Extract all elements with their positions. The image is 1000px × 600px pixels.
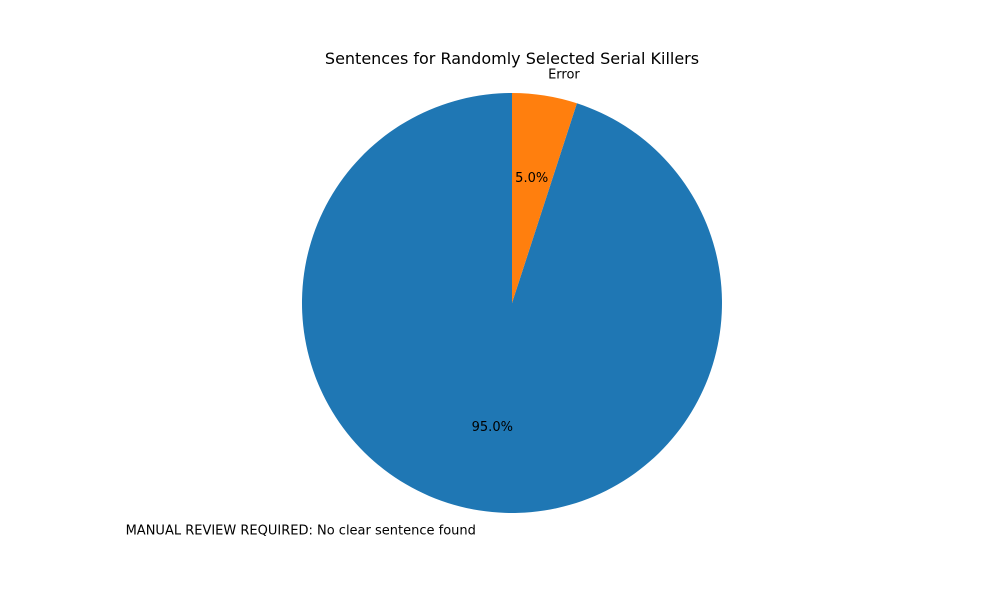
chart-title: Sentences for Randomly Selected Serial K… (325, 49, 699, 68)
pie-pct-label-0: 95.0% (472, 420, 513, 435)
pie-slice-label-0: MANUAL REVIEW REQUIRED: No clear sentenc… (126, 524, 476, 539)
pie-slice-0 (301, 93, 722, 513)
pie-slice-1 (512, 93, 577, 303)
pie-labels: MANUAL REVIEW REQUIRED: No clear sentenc… (126, 67, 581, 538)
pie-slice-label-1: Error (548, 67, 580, 82)
pie-slices (301, 93, 722, 513)
pie-pct-label-1: 5.0% (515, 171, 548, 186)
